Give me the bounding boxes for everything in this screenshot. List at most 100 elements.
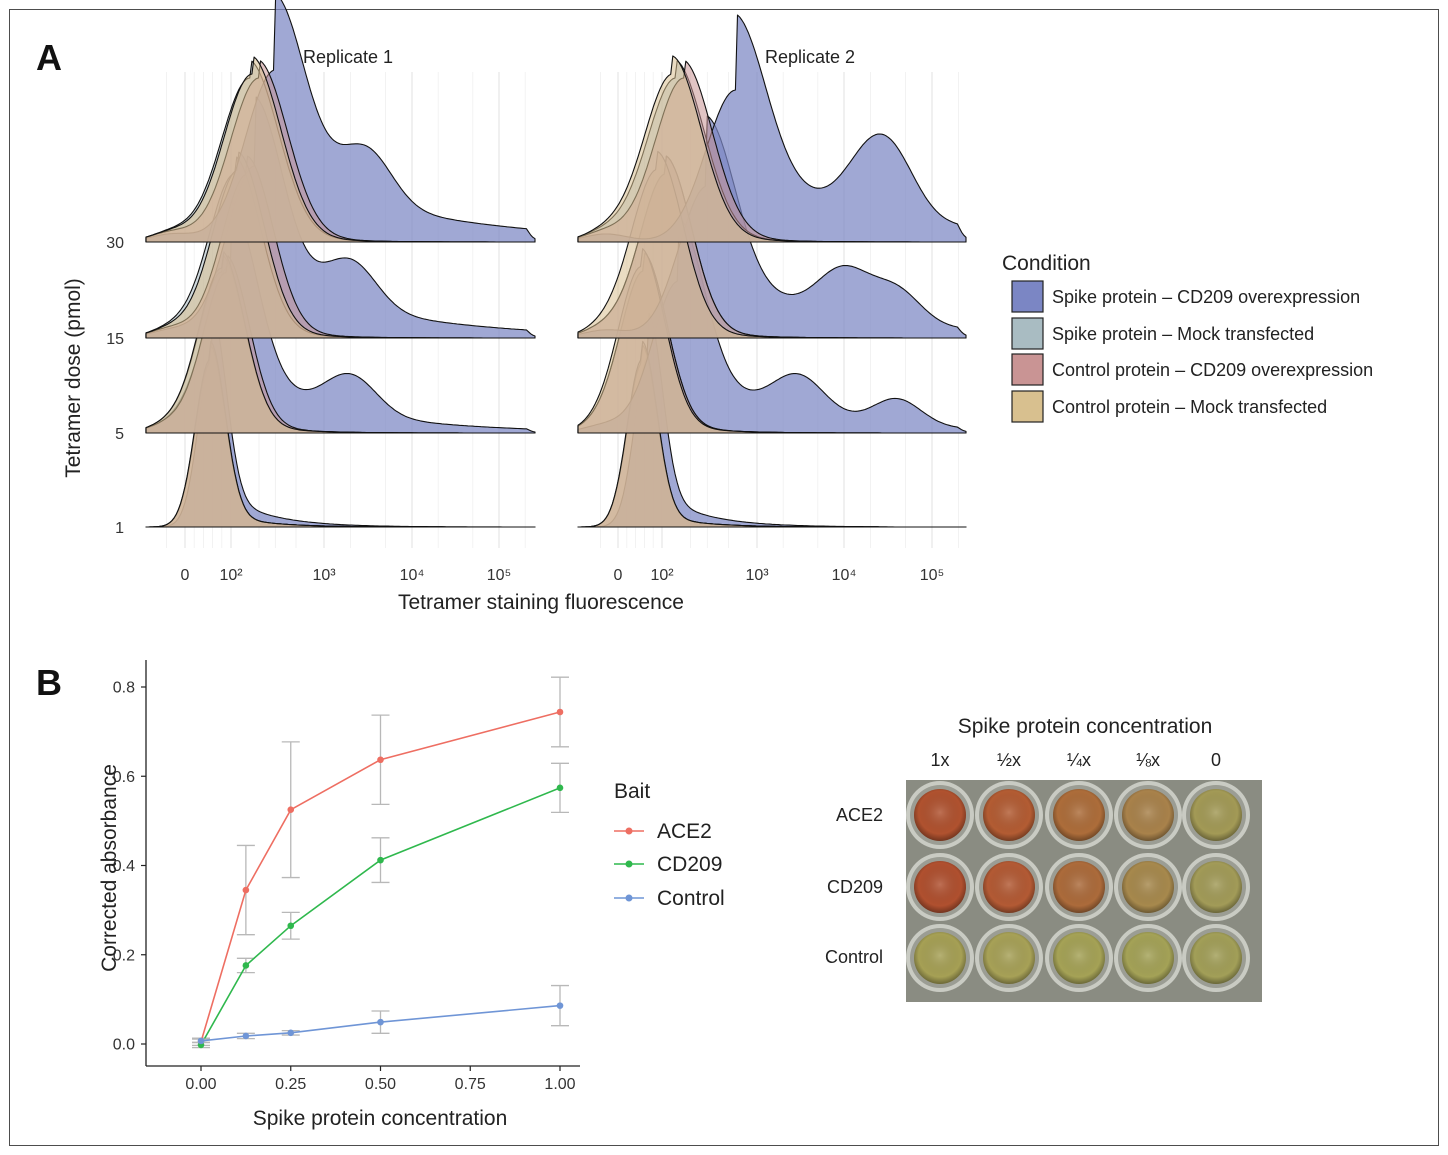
x-tick-1e4-rep2: 10⁴	[832, 567, 857, 584]
legend-point-ace2	[625, 827, 633, 835]
point-control	[377, 1018, 384, 1026]
legend-label-spike-cd209: Spike protein – CD209 overexpression	[1052, 287, 1360, 307]
plate-title: Spike protein concentration	[958, 715, 1213, 738]
point-cd209	[377, 856, 384, 864]
point-control	[242, 1032, 250, 1040]
y-tick-30: 30	[106, 235, 124, 252]
figure-frame	[9, 9, 1439, 1146]
well-shading	[983, 932, 1035, 984]
x-tick-label-b: 0.25	[275, 1076, 306, 1093]
panel-b-ticks: 0.0 0.2 0.4 0.6 0.8 0.00 0.25 0.50 0.75 1.00	[113, 680, 576, 1094]
panel-b-legend: Bait ACE2 CD209 Control	[614, 780, 725, 910]
legend-point-cd209	[625, 860, 633, 868]
legend-swatch-control-mock	[1011, 390, 1044, 423]
plate-image-group: Spike protein concentration 1x ½x ¼x ⅛x …	[825, 715, 1262, 1002]
legend-label-control-cd209: Control protein – CD209 overexpression	[1052, 360, 1373, 380]
well-shading	[914, 861, 966, 913]
panel-a-legend: Condition Spike protein – CD209 overexpr…	[1002, 252, 1373, 423]
plate-col-quarter: ¼x	[1067, 750, 1091, 770]
legend-label-cd209: CD209	[657, 853, 722, 876]
x-tick-1e3-rep2: 10³	[745, 567, 769, 584]
well-shading	[1053, 789, 1105, 841]
well-shading	[1053, 861, 1105, 913]
x-tick-1e5-rep2: 10⁵	[920, 567, 944, 584]
x-tick-1e4-rep1: 10⁴	[400, 567, 425, 584]
series-cd209	[192, 762, 569, 1049]
x-tick-0-rep2: 0	[614, 567, 623, 584]
y-tick-label-b: 0.0	[113, 1037, 135, 1054]
y-tick-label-b: 0.6	[113, 769, 135, 786]
x-tick-label-b: 0.50	[365, 1076, 396, 1093]
panel-a-letter: A	[36, 37, 62, 78]
series-control	[192, 984, 569, 1045]
legend-label-control-mock: Control protein – Mock transfected	[1052, 397, 1327, 417]
plate-wells	[906, 781, 1250, 992]
plate-col-eighth: ⅛x	[1136, 750, 1160, 770]
legend-swatch-control-cd209	[1011, 353, 1044, 386]
well-shading	[1122, 932, 1174, 984]
density-control-protein-mock-transfected-dose-30-rep1	[145, 56, 536, 243]
panel-b-letter: B	[36, 662, 62, 703]
x-tick-1e3-rep1: 10³	[312, 567, 336, 584]
point-control	[287, 1029, 295, 1037]
y-tick-label-b: 0.8	[113, 680, 135, 697]
ridge-replicate-2-dose-5	[577, 216, 967, 434]
well-shading	[1190, 861, 1242, 913]
well-shading	[983, 789, 1035, 841]
y-tick-1: 1	[115, 520, 124, 537]
strip-replicate-2: Replicate 2	[765, 47, 855, 67]
panel-a-x-axis-title: Tetramer staining fluorescence	[398, 591, 684, 614]
panel-b-line-chart: 0.0 0.2 0.4 0.6 0.8 0.00 0.25 0.50 0.75 1.00 Spik…	[98, 660, 725, 1130]
legend-a-title: Condition	[1002, 252, 1091, 275]
point-cd209	[556, 784, 564, 792]
well-shading	[1122, 861, 1174, 913]
plate-col-half: ½x	[997, 750, 1021, 770]
ridge-replicate-1-dose-30	[145, 0, 536, 243]
point-control	[197, 1037, 205, 1045]
point-ace2	[377, 756, 384, 764]
y-tick-15: 15	[106, 331, 124, 348]
panel-b-x-axis-title: Spike protein concentration	[253, 1107, 508, 1130]
plate-row-control: Control	[825, 947, 883, 967]
well-shading	[983, 861, 1035, 913]
well-shading	[914, 789, 966, 841]
panel-b-marks	[192, 676, 569, 1049]
panel-a-ridgeline: Replicate 1 Replicate 2 30 15 5 1 0 10² …	[62, 0, 1373, 614]
x-tick-label-b: 1.00	[544, 1076, 575, 1093]
plate-col-1x: 1x	[930, 750, 949, 770]
strip-replicate-1: Replicate 1	[303, 47, 393, 67]
legend-b-title: Bait	[614, 780, 650, 803]
x-tick-1e5-rep1: 10⁵	[487, 567, 511, 584]
panel-a-y-axis-title: Tetramer dose (pmol)	[62, 278, 85, 478]
x-tick-1e2-rep1: 10²	[219, 567, 243, 584]
well-shading	[1190, 789, 1242, 841]
point-ace2	[242, 886, 250, 894]
point-control	[556, 1002, 564, 1009]
x-tick-label-b: 0.00	[185, 1076, 216, 1093]
y-tick-5: 5	[115, 426, 124, 443]
legend-label-ace2: ACE2	[657, 820, 712, 843]
panel-b-y-axis-title: Corrected absorbance	[98, 764, 121, 972]
ridge-replicate-2-dose-30	[577, 14, 967, 243]
density-control-protein-mock-transfected-dose-30-rep2	[577, 55, 967, 243]
x-tick-0-rep1: 0	[181, 567, 190, 584]
well-shading	[1190, 932, 1242, 984]
legend-label-control: Control	[657, 887, 725, 910]
plate-row-cd209: CD209	[827, 877, 883, 897]
plate-row-ace2: ACE2	[836, 805, 883, 825]
point-cd209	[287, 922, 295, 930]
well-shading	[1053, 932, 1105, 984]
point-cd209	[242, 962, 250, 969]
legend-point-control	[625, 894, 633, 902]
plate-col-zero: 0	[1211, 750, 1221, 770]
panel-a-ridges	[145, 0, 967, 528]
legend-swatch-spike-mock	[1011, 317, 1044, 350]
y-tick-label-b: 0.4	[113, 858, 135, 875]
legend-label-spike-mock: Spike protein – Mock transfected	[1052, 324, 1314, 344]
y-tick-label-b: 0.2	[113, 947, 135, 964]
point-ace2	[556, 708, 564, 716]
x-tick-1e2-rep2: 10²	[650, 567, 674, 584]
legend-swatch-spike-cd209	[1011, 280, 1044, 313]
well-shading	[914, 932, 966, 984]
